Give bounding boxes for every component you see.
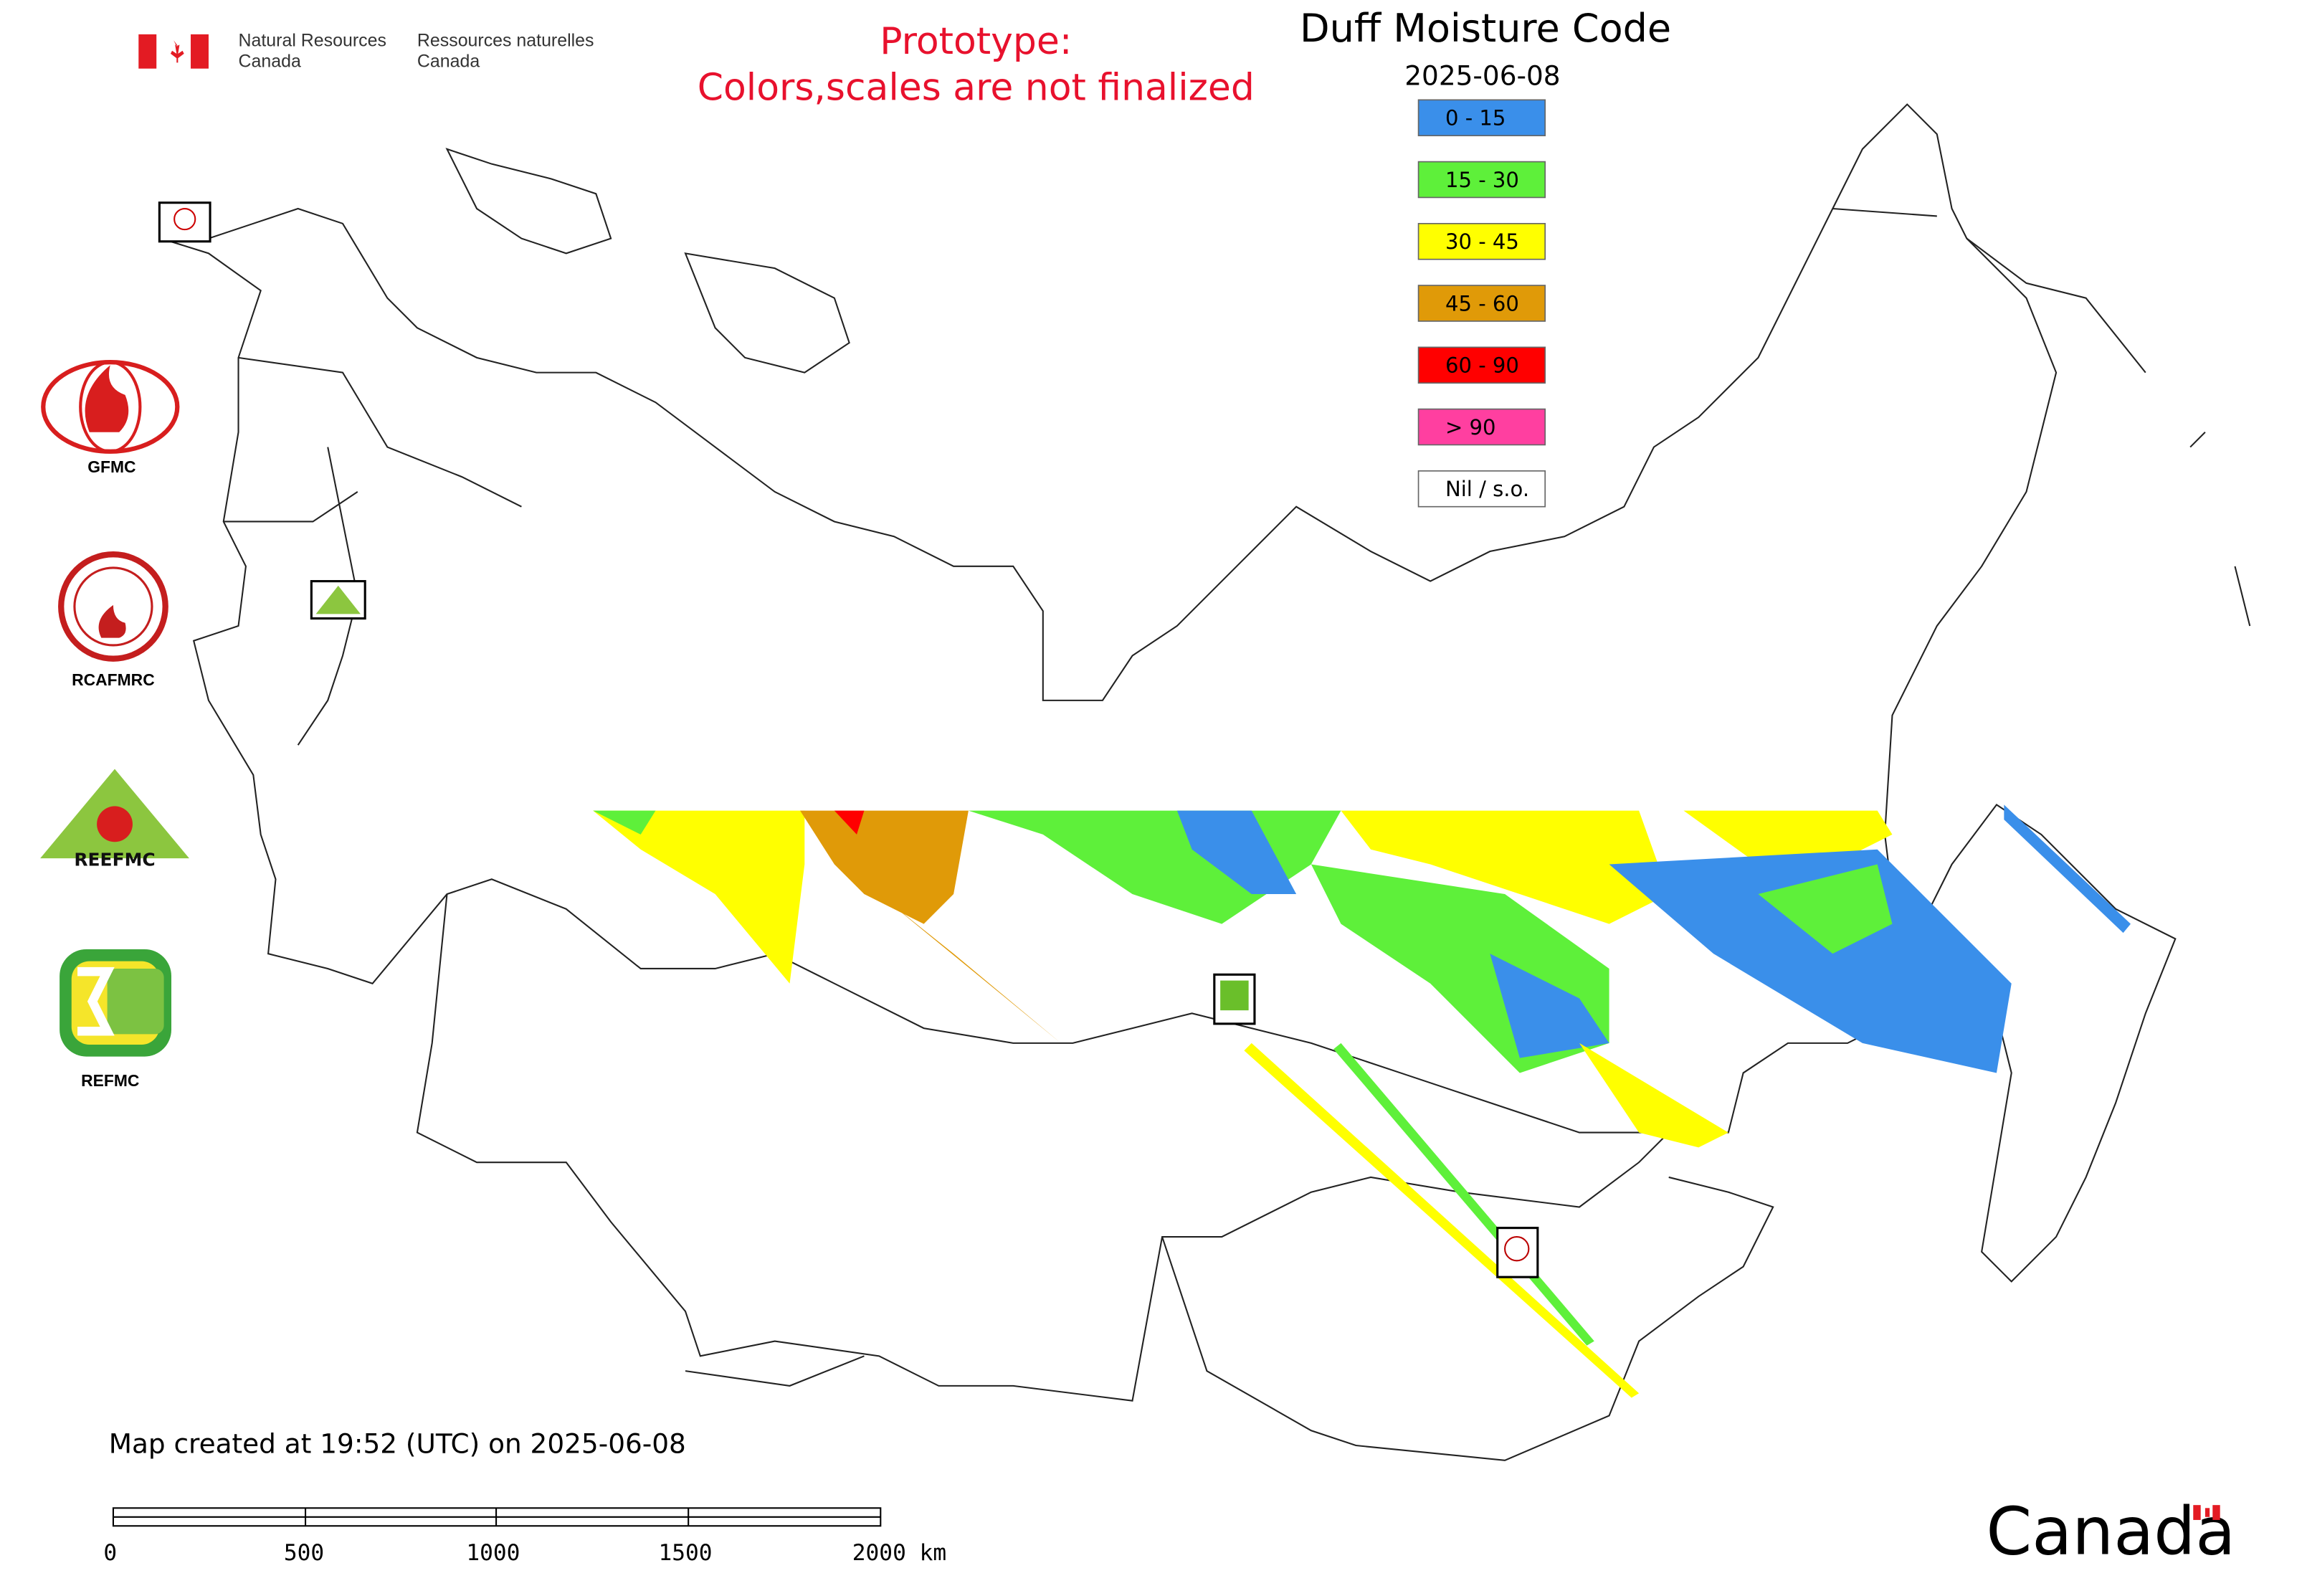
- raster-patch: [593, 810, 656, 835]
- legend-label: > 90: [1445, 415, 1496, 440]
- scale-bar: [112, 1507, 882, 1527]
- org-fr: Canada: [417, 52, 480, 72]
- legend-swatch: [1417, 222, 1546, 260]
- org-en: Natural Resources: [239, 30, 386, 50]
- legend-label: 30 - 45: [1445, 229, 1519, 254]
- legend-label: Nil / s.o.: [1445, 477, 1529, 501]
- scale-label: 1500: [659, 1540, 713, 1566]
- raster-patch: [1683, 810, 1893, 865]
- notice: Colors,scales are not finalized: [698, 66, 1255, 109]
- borders: [161, 103, 2251, 1461]
- legend-swatch: [1417, 470, 1546, 508]
- legend-label: 15 - 30: [1445, 168, 1519, 192]
- logo-label: GFMC: [87, 457, 135, 476]
- map-title: Duff Moisture Code: [1300, 6, 1671, 51]
- svg-text:REEFMC: REEFMC: [74, 850, 155, 870]
- org-en: Canada: [239, 52, 301, 72]
- wordmark: Canada: [1986, 1493, 2235, 1570]
- logo-label: REFMC: [81, 1071, 139, 1090]
- legend-label: 0 - 15: [1445, 106, 1506, 130]
- raster-patch: [968, 810, 1341, 924]
- raster-patch: [1176, 810, 1297, 895]
- raster-patch: [834, 810, 865, 835]
- scale-label: 1000: [466, 1540, 520, 1566]
- raster-patch: [2004, 804, 2131, 934]
- legend-swatch: [1417, 408, 1546, 446]
- legend-swatch: [1417, 161, 1546, 199]
- logo-gfmc: [41, 359, 180, 454]
- raster-patch: [800, 810, 969, 924]
- legend-swatch: [1417, 346, 1546, 384]
- map-date: 2025-06-08: [1404, 60, 1560, 92]
- notice: Prototype:: [880, 20, 1072, 63]
- raster-patch: [879, 894, 1061, 1043]
- gc-flag: [138, 34, 209, 69]
- raster-patch: [1244, 1042, 1640, 1398]
- legend-swatch: [1417, 285, 1546, 322]
- logo-reefmc: REEFMC: [40, 769, 189, 870]
- logo-refmc: [60, 949, 172, 1057]
- created-note: Map created at 19:52 (UTC) on 2025-06-08: [109, 1428, 686, 1459]
- legend-label: 45 - 60: [1445, 291, 1519, 315]
- logo-rcafmrc: [58, 551, 168, 662]
- legend-swatch: [1417, 99, 1546, 137]
- raster-patch: [1490, 954, 1609, 1058]
- raster-patch: [593, 810, 805, 984]
- scale-label: 500: [284, 1540, 324, 1566]
- raster-patch: [1341, 810, 1669, 924]
- raster-patch: [1579, 1042, 1728, 1148]
- org-fr: Ressources naturelles: [417, 30, 594, 50]
- raster-patch: [1609, 849, 2012, 1073]
- scale-label: 2000 km: [852, 1540, 946, 1566]
- logo-label: RCAFMRC: [72, 670, 155, 689]
- dmc-raster: [593, 804, 2131, 1398]
- markers: [158, 201, 1539, 1278]
- scale-label: 0: [103, 1540, 117, 1566]
- raster-patch: [1333, 1042, 1594, 1346]
- legend-label: 60 - 90: [1445, 353, 1519, 378]
- legend: 0 - 15 15 - 30 30 - 45 45 - 60 60 - 90 > 90 Ni…: [1417, 99, 1546, 508]
- raster-patch: [1758, 864, 1893, 954]
- wordmark-flag: [2193, 1505, 2220, 1520]
